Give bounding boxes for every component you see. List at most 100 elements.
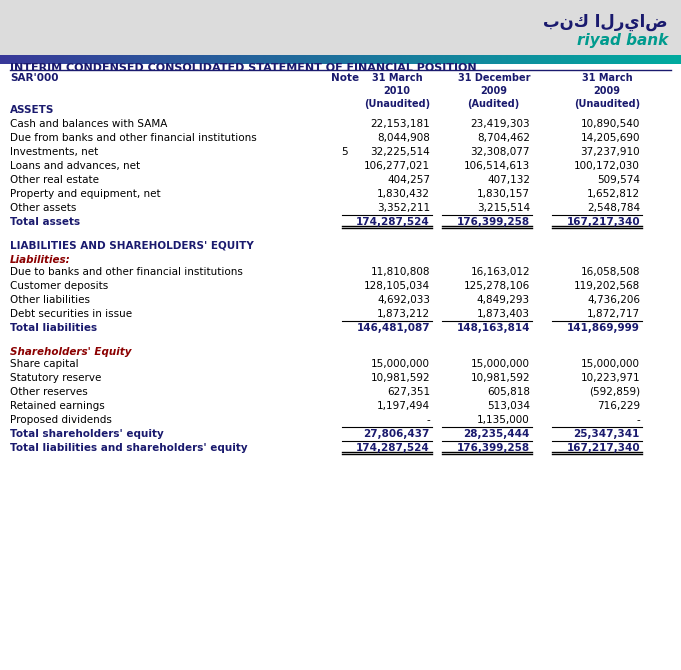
Bar: [377, 55, 379, 64]
Bar: [526, 55, 529, 64]
Bar: [179, 55, 182, 64]
Bar: [329, 55, 332, 64]
Bar: [57, 55, 59, 64]
Bar: [274, 55, 277, 64]
Text: Liabilities:: Liabilities:: [10, 255, 71, 265]
Text: 31 December
2009
(Audited): 31 December 2009 (Audited): [458, 73, 530, 109]
Bar: [431, 55, 434, 64]
Bar: [50, 55, 52, 64]
Bar: [663, 55, 665, 64]
Bar: [345, 55, 348, 64]
Bar: [306, 55, 309, 64]
Bar: [234, 55, 236, 64]
Bar: [402, 55, 405, 64]
Bar: [417, 55, 420, 64]
Text: 3,352,211: 3,352,211: [377, 203, 430, 213]
Text: 1,873,403: 1,873,403: [477, 309, 530, 319]
Bar: [633, 55, 636, 64]
Bar: [247, 55, 250, 64]
Bar: [452, 55, 454, 64]
Bar: [381, 55, 384, 64]
Bar: [46, 55, 48, 64]
Bar: [145, 55, 148, 64]
Bar: [543, 55, 545, 64]
Bar: [554, 55, 556, 64]
Bar: [579, 55, 582, 64]
Bar: [322, 55, 325, 64]
Bar: [82, 55, 84, 64]
Bar: [370, 55, 373, 64]
Bar: [20, 55, 23, 64]
Text: 627,351: 627,351: [387, 387, 430, 397]
Text: 106,277,021: 106,277,021: [364, 161, 430, 171]
Bar: [638, 55, 641, 64]
Bar: [338, 55, 341, 64]
Text: LIABILITIES AND SHAREHOLDERS' EQUITY: LIABILITIES AND SHAREHOLDERS' EQUITY: [10, 241, 254, 251]
Bar: [620, 55, 622, 64]
Text: 1,873,212: 1,873,212: [377, 309, 430, 319]
Bar: [177, 55, 180, 64]
Bar: [134, 55, 137, 64]
Text: ASSETS: ASSETS: [10, 105, 54, 115]
Bar: [29, 55, 32, 64]
Bar: [574, 55, 577, 64]
Text: INTERIM CONDENSED CONSOLIDATED STATEMENT OF FINANCIAL POSITION: INTERIM CONDENSED CONSOLIDATED STATEMENT…: [10, 63, 477, 73]
Bar: [672, 55, 675, 64]
Bar: [590, 55, 593, 64]
Bar: [327, 55, 330, 64]
Bar: [661, 55, 663, 64]
Bar: [114, 55, 116, 64]
Text: 27,806,437: 27,806,437: [364, 429, 430, 439]
Bar: [84, 55, 86, 64]
Bar: [216, 55, 219, 64]
Bar: [584, 55, 586, 64]
Bar: [368, 55, 370, 64]
Bar: [291, 55, 294, 64]
Bar: [195, 55, 198, 64]
Bar: [608, 55, 611, 64]
Text: Cash and balances with SAMA: Cash and balances with SAMA: [10, 119, 168, 129]
Bar: [615, 55, 618, 64]
Bar: [429, 55, 432, 64]
Text: Other liabilities: Other liabilities: [10, 295, 90, 305]
Bar: [565, 55, 568, 64]
Bar: [240, 55, 243, 64]
Bar: [599, 55, 602, 64]
Text: -: -: [426, 415, 430, 425]
Bar: [165, 55, 168, 64]
Bar: [41, 55, 44, 64]
Text: 22,153,181: 22,153,181: [370, 119, 430, 129]
Bar: [206, 55, 209, 64]
Text: 128,105,034: 128,105,034: [364, 281, 430, 291]
Text: Property and equipment, net: Property and equipment, net: [10, 189, 161, 199]
Text: 1,830,432: 1,830,432: [377, 189, 430, 199]
Bar: [558, 55, 561, 64]
Bar: [277, 55, 280, 64]
Bar: [213, 55, 216, 64]
Bar: [193, 55, 195, 64]
Bar: [288, 55, 291, 64]
Text: (592,859): (592,859): [589, 387, 640, 397]
Bar: [97, 55, 100, 64]
Bar: [284, 55, 287, 64]
Bar: [447, 55, 450, 64]
Text: 16,058,508: 16,058,508: [580, 267, 640, 277]
Bar: [304, 55, 307, 64]
Bar: [679, 55, 681, 64]
Bar: [373, 55, 375, 64]
Bar: [422, 55, 425, 64]
Bar: [320, 55, 323, 64]
Bar: [66, 55, 69, 64]
Text: 141,869,999: 141,869,999: [567, 323, 640, 333]
Text: 119,202,568: 119,202,568: [574, 281, 640, 291]
Bar: [238, 55, 241, 64]
Bar: [54, 55, 57, 64]
Bar: [308, 55, 311, 64]
Text: Other assets: Other assets: [10, 203, 76, 213]
Bar: [656, 55, 659, 64]
Text: 31 March
2010
(Unaudited): 31 March 2010 (Unaudited): [364, 73, 430, 109]
Bar: [465, 55, 468, 64]
Bar: [52, 55, 55, 64]
Bar: [229, 55, 232, 64]
Bar: [529, 55, 532, 64]
